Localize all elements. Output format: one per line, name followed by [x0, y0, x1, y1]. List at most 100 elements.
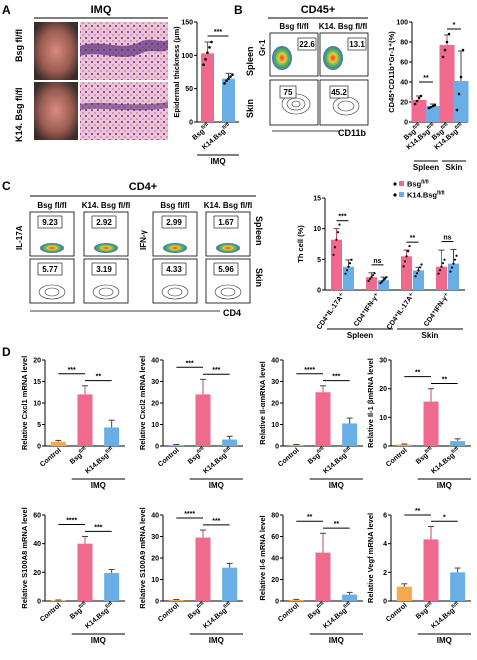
x-tick-label: Control: [277, 447, 301, 468]
x-tick-label: K14.Bsgfl/fl: [83, 445, 116, 475]
y-tick-label: 30: [271, 379, 279, 386]
panel-b-axis-x: CD11b: [338, 128, 367, 138]
y-tick-label: 0: [189, 120, 193, 127]
data-point: [443, 48, 447, 52]
significance-label: ****: [184, 511, 195, 518]
bar: [222, 567, 238, 601]
x-tick-label: K14.Bsgfl/fl: [321, 445, 354, 475]
significance-label: **: [415, 508, 421, 515]
x-tick-label: Control: [157, 447, 181, 468]
y-tick-label: 5: [37, 422, 41, 429]
group-label: Spleen: [413, 163, 439, 172]
y-axis-label: Relative Il-1 βmRNA level: [366, 358, 375, 448]
data-point: [418, 266, 422, 269]
data-point: [332, 253, 335, 256]
x-tick-label: Bsgfl/fl: [186, 445, 208, 466]
bar: [423, 401, 439, 446]
chart-B-cd45: 020406080100CD45⁺CD11b⁺Gr-1⁺(%)Bsgfl/flK…: [387, 20, 469, 172]
data-point: [383, 277, 387, 280]
facs-value: 2.92: [96, 218, 112, 227]
data-point: [370, 276, 373, 279]
panel-b-row-label-skin: Skin: [245, 99, 255, 118]
bar: [168, 599, 184, 601]
data-point: [452, 262, 455, 265]
y-tick-label: 100: [396, 20, 408, 27]
data-point: [382, 279, 385, 282]
group-label: IMQ: [91, 481, 106, 490]
bar: [343, 266, 354, 290]
y-tick-label: 80: [271, 513, 279, 520]
panel-c-axis-x: CD4: [223, 308, 241, 318]
panel-b-col-label-wt: Bsg fl/fl: [279, 22, 308, 31]
data-point: [441, 262, 445, 265]
facs-c-spleen-ifn-wt: 2.99: [152, 211, 198, 257]
y-tick-label: 15: [313, 196, 321, 203]
x-tick-label: K14.Bsgfl/fl: [429, 600, 462, 630]
x-tick-label: CD4⁺IL-17A⁺: [386, 292, 416, 331]
y-axis-label: CD45⁺CD11b⁺Gr-1⁺(%): [387, 31, 396, 113]
panel-c-col-label-4: K14. Bsg fl/fl: [204, 201, 252, 210]
facs-value: 22.6: [299, 40, 315, 49]
chart-D6: 0 10 20 30 40 Relative S100A9 mRNA level Contr…: [138, 507, 243, 645]
panel-d: D: [2, 345, 11, 359]
data-point: [437, 272, 440, 275]
facs-value: 75: [284, 88, 293, 97]
data-point: [438, 269, 442, 272]
data-point: [415, 272, 419, 275]
y-tick-label: 20: [271, 401, 279, 408]
y-tick-label: 20: [151, 556, 159, 563]
data-point: [455, 254, 458, 257]
data-point: [461, 48, 465, 52]
y-axis-label: Relative Il-6 mRNA level: [258, 515, 267, 600]
data-point: [402, 265, 405, 268]
y-tick-label: 2: [383, 570, 387, 577]
x-tick-label: K14.Bsgfl/fl: [83, 600, 116, 630]
bar: [450, 441, 466, 446]
data-point: [371, 274, 375, 277]
facs-value: 45.2: [331, 88, 347, 97]
panel-c: C CD4+ Bsg fl/fl K14. Bsg fl/fl Bsg fl/f…: [2, 179, 264, 318]
facs-c-skin-il17-wt: 5.77: [29, 258, 75, 304]
significance-label: ****: [304, 367, 315, 374]
y-axis-label: Relative Vegf mRNA level: [366, 513, 375, 603]
y-tick-label: 80: [400, 40, 408, 47]
data-point: [385, 276, 388, 279]
data-point: [229, 75, 232, 78]
significance-label: **: [415, 370, 421, 377]
bar: [104, 427, 120, 446]
data-point: [440, 265, 443, 268]
bar: [50, 441, 66, 446]
bar: [315, 392, 331, 446]
data-point: [408, 245, 411, 248]
bar: [331, 239, 342, 290]
legend-swatch: [399, 192, 404, 197]
data-point: [348, 262, 352, 265]
facs-value: 9.23: [42, 218, 58, 227]
facs-b-spleen-ko: 13.1: [319, 32, 369, 77]
y-axis-label: Relative Cxcl2 mRNA level: [138, 356, 147, 450]
significance-label: *: [443, 514, 446, 521]
panel-c-axis-y-left: IL-17A: [15, 225, 24, 250]
bar: [50, 600, 66, 601]
chart-D4: 0 10 20 30 Relative Il-1 βmRNA level Control B…: [366, 358, 471, 490]
chart-D1: 0 5 10 15 20 Relative Cxcl1 mRNA level Control…: [20, 356, 125, 490]
facs-value: 4.33: [166, 265, 182, 274]
panel-c-letter: C: [2, 179, 11, 193]
significance-label: **: [307, 514, 313, 521]
y-tick-label: 30: [151, 379, 159, 386]
y-tick-label: 10: [33, 401, 41, 408]
y-tick-label: 0: [155, 444, 159, 451]
group-label: Skin: [422, 331, 439, 340]
panel-c-col-label-3: Bsg fl/fl: [160, 201, 189, 210]
y-tick-label: 0: [317, 288, 321, 295]
data-point: [406, 250, 410, 253]
y-tick-label: 100: [181, 53, 193, 60]
bar: [195, 394, 211, 446]
facs-value: 1.67: [218, 218, 234, 227]
bar: [439, 45, 455, 122]
data-point: [420, 263, 423, 266]
x-tick-label: Control: [39, 447, 63, 468]
histology-wt-epidermis: [80, 39, 168, 57]
data-point: [449, 270, 452, 273]
y-tick-label: 150: [181, 20, 193, 27]
